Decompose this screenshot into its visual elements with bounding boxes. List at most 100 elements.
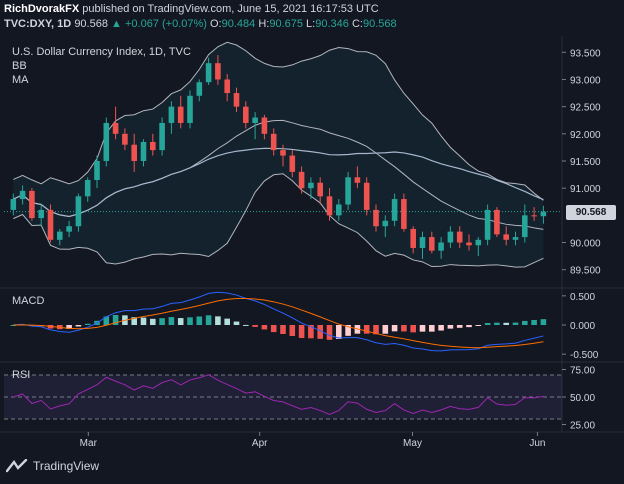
price-tick-label: 90.000 xyxy=(570,239,601,250)
price-change: ▲ +0.067 (+0.07%) xyxy=(111,18,207,30)
candle-body xyxy=(38,209,44,219)
candle-body xyxy=(103,122,110,161)
candle-body xyxy=(512,237,519,240)
signal-line xyxy=(13,297,544,349)
candle-body xyxy=(75,196,82,227)
publish-info: published on TradingView.com, June 15, 2… xyxy=(82,3,379,15)
macd-histogram-bar xyxy=(512,322,519,325)
macd-tick-label: -0.500 xyxy=(570,350,599,361)
macd-histogram-bar xyxy=(261,325,268,330)
ohlc-l-label: L: xyxy=(306,18,316,30)
bb-indicator-label[interactable]: BB xyxy=(12,60,27,72)
macd-histogram-bar xyxy=(373,325,379,335)
candle-body xyxy=(373,209,379,227)
macd-histogram-bar xyxy=(438,325,444,331)
candle-body xyxy=(308,182,314,189)
candle-body xyxy=(280,150,286,156)
author-name[interactable]: RichDvorakFX xyxy=(4,3,80,15)
last-price: 90.568 xyxy=(74,18,108,30)
macd-histogram-bar xyxy=(112,314,119,325)
candle-body xyxy=(94,161,100,181)
symbol[interactable]: TVC:DXY, 1D xyxy=(4,18,72,30)
macd-pane-title[interactable]: MACD xyxy=(12,295,45,307)
macd-histogram-bar xyxy=(363,325,370,334)
time-tick-label: Mar xyxy=(80,438,98,449)
candle-body xyxy=(391,199,398,221)
price-tick-label: 92.000 xyxy=(570,130,601,141)
time-tick-label: May xyxy=(403,438,422,449)
macd-histogram-bar xyxy=(326,325,333,340)
candle-body xyxy=(187,95,193,123)
macd-histogram-bar xyxy=(159,318,165,325)
macd-histogram-bar xyxy=(456,325,463,328)
candle-body xyxy=(252,117,258,123)
rsi-line xyxy=(13,374,544,415)
macd-histogram-bar xyxy=(10,325,17,326)
price-tick-label: 92.500 xyxy=(570,103,601,114)
macd-histogram-bar xyxy=(345,325,351,336)
bb-band-fill xyxy=(13,42,544,268)
rsi-band-fill xyxy=(4,375,562,419)
macd-histogram-bar xyxy=(531,319,537,325)
macd-histogram-bar xyxy=(447,325,454,329)
price-tick-label: 93.000 xyxy=(570,75,601,86)
macd-histogram-bar xyxy=(224,318,230,325)
macd-histogram-bar xyxy=(419,325,426,332)
candle-body xyxy=(345,177,351,205)
candle-body xyxy=(112,122,119,134)
rsi-tick-label: 25.00 xyxy=(570,421,595,432)
candle-body xyxy=(494,209,500,235)
candle-body xyxy=(447,231,454,243)
candle-body xyxy=(401,199,407,229)
macd-histogram-bar xyxy=(298,325,305,338)
ma-indicator-label[interactable]: MA xyxy=(12,74,29,86)
candle-body xyxy=(233,93,240,107)
ohlc-high: 90.675 xyxy=(269,18,303,30)
candle-body xyxy=(522,215,528,238)
candle-body xyxy=(484,209,491,240)
macd-histogram-bar xyxy=(131,317,137,325)
macd-histogram-bar xyxy=(308,325,314,339)
price-tick-label: 89.500 xyxy=(570,266,601,277)
candle-body xyxy=(382,220,389,227)
candle-body xyxy=(224,79,230,94)
publish-header: RichDvorakFX published on TradingView.co… xyxy=(4,3,379,15)
macd-histogram-bar xyxy=(401,325,407,332)
candle-body xyxy=(140,141,147,161)
candle-body xyxy=(261,117,268,134)
tradingview-brand[interactable]: TradingView xyxy=(6,459,99,473)
candle-body xyxy=(326,196,333,216)
candle-body xyxy=(215,63,221,80)
macd-histogram-bar xyxy=(66,325,72,329)
candle-body xyxy=(317,182,323,197)
macd-histogram-bar xyxy=(187,317,193,325)
rsi-pane-title[interactable]: RSI xyxy=(12,369,31,381)
price-tick-label: 93.500 xyxy=(570,48,601,59)
candle-body xyxy=(336,204,342,216)
macd-histogram-bar xyxy=(382,325,389,334)
candle-body xyxy=(47,209,54,240)
macd-tick-label: 0.500 xyxy=(570,292,595,303)
main-pane-title[interactable]: U.S. Dollar Currency Index, 1D, TVC xyxy=(12,46,191,58)
tradingview-logo-icon xyxy=(6,459,28,473)
candle-body xyxy=(196,82,203,96)
macd-tick-label: 0.000 xyxy=(570,321,595,332)
price-tick-label: 91.500 xyxy=(570,157,601,168)
macd-histogram-bar xyxy=(503,322,509,325)
last-price-tag: 90.568 xyxy=(566,205,616,220)
ohlc-c-label: C: xyxy=(351,18,363,30)
ohlc-open: 90.484 xyxy=(221,18,256,30)
time-tick-label: Apr xyxy=(252,438,268,449)
macd-histogram-bar xyxy=(140,317,147,325)
macd-histogram-bar xyxy=(466,325,472,328)
macd-histogram-bar xyxy=(243,324,249,326)
macd-histogram-bar xyxy=(103,316,110,325)
macd-histogram-bar xyxy=(270,325,277,333)
ohlc-o-label: O: xyxy=(209,18,222,30)
macd-histogram-bar xyxy=(540,319,547,325)
candle-body xyxy=(410,228,416,248)
ohlc-close: 90.568 xyxy=(362,18,397,30)
macd-histogram-bar xyxy=(317,325,323,339)
candle-body xyxy=(466,242,472,246)
